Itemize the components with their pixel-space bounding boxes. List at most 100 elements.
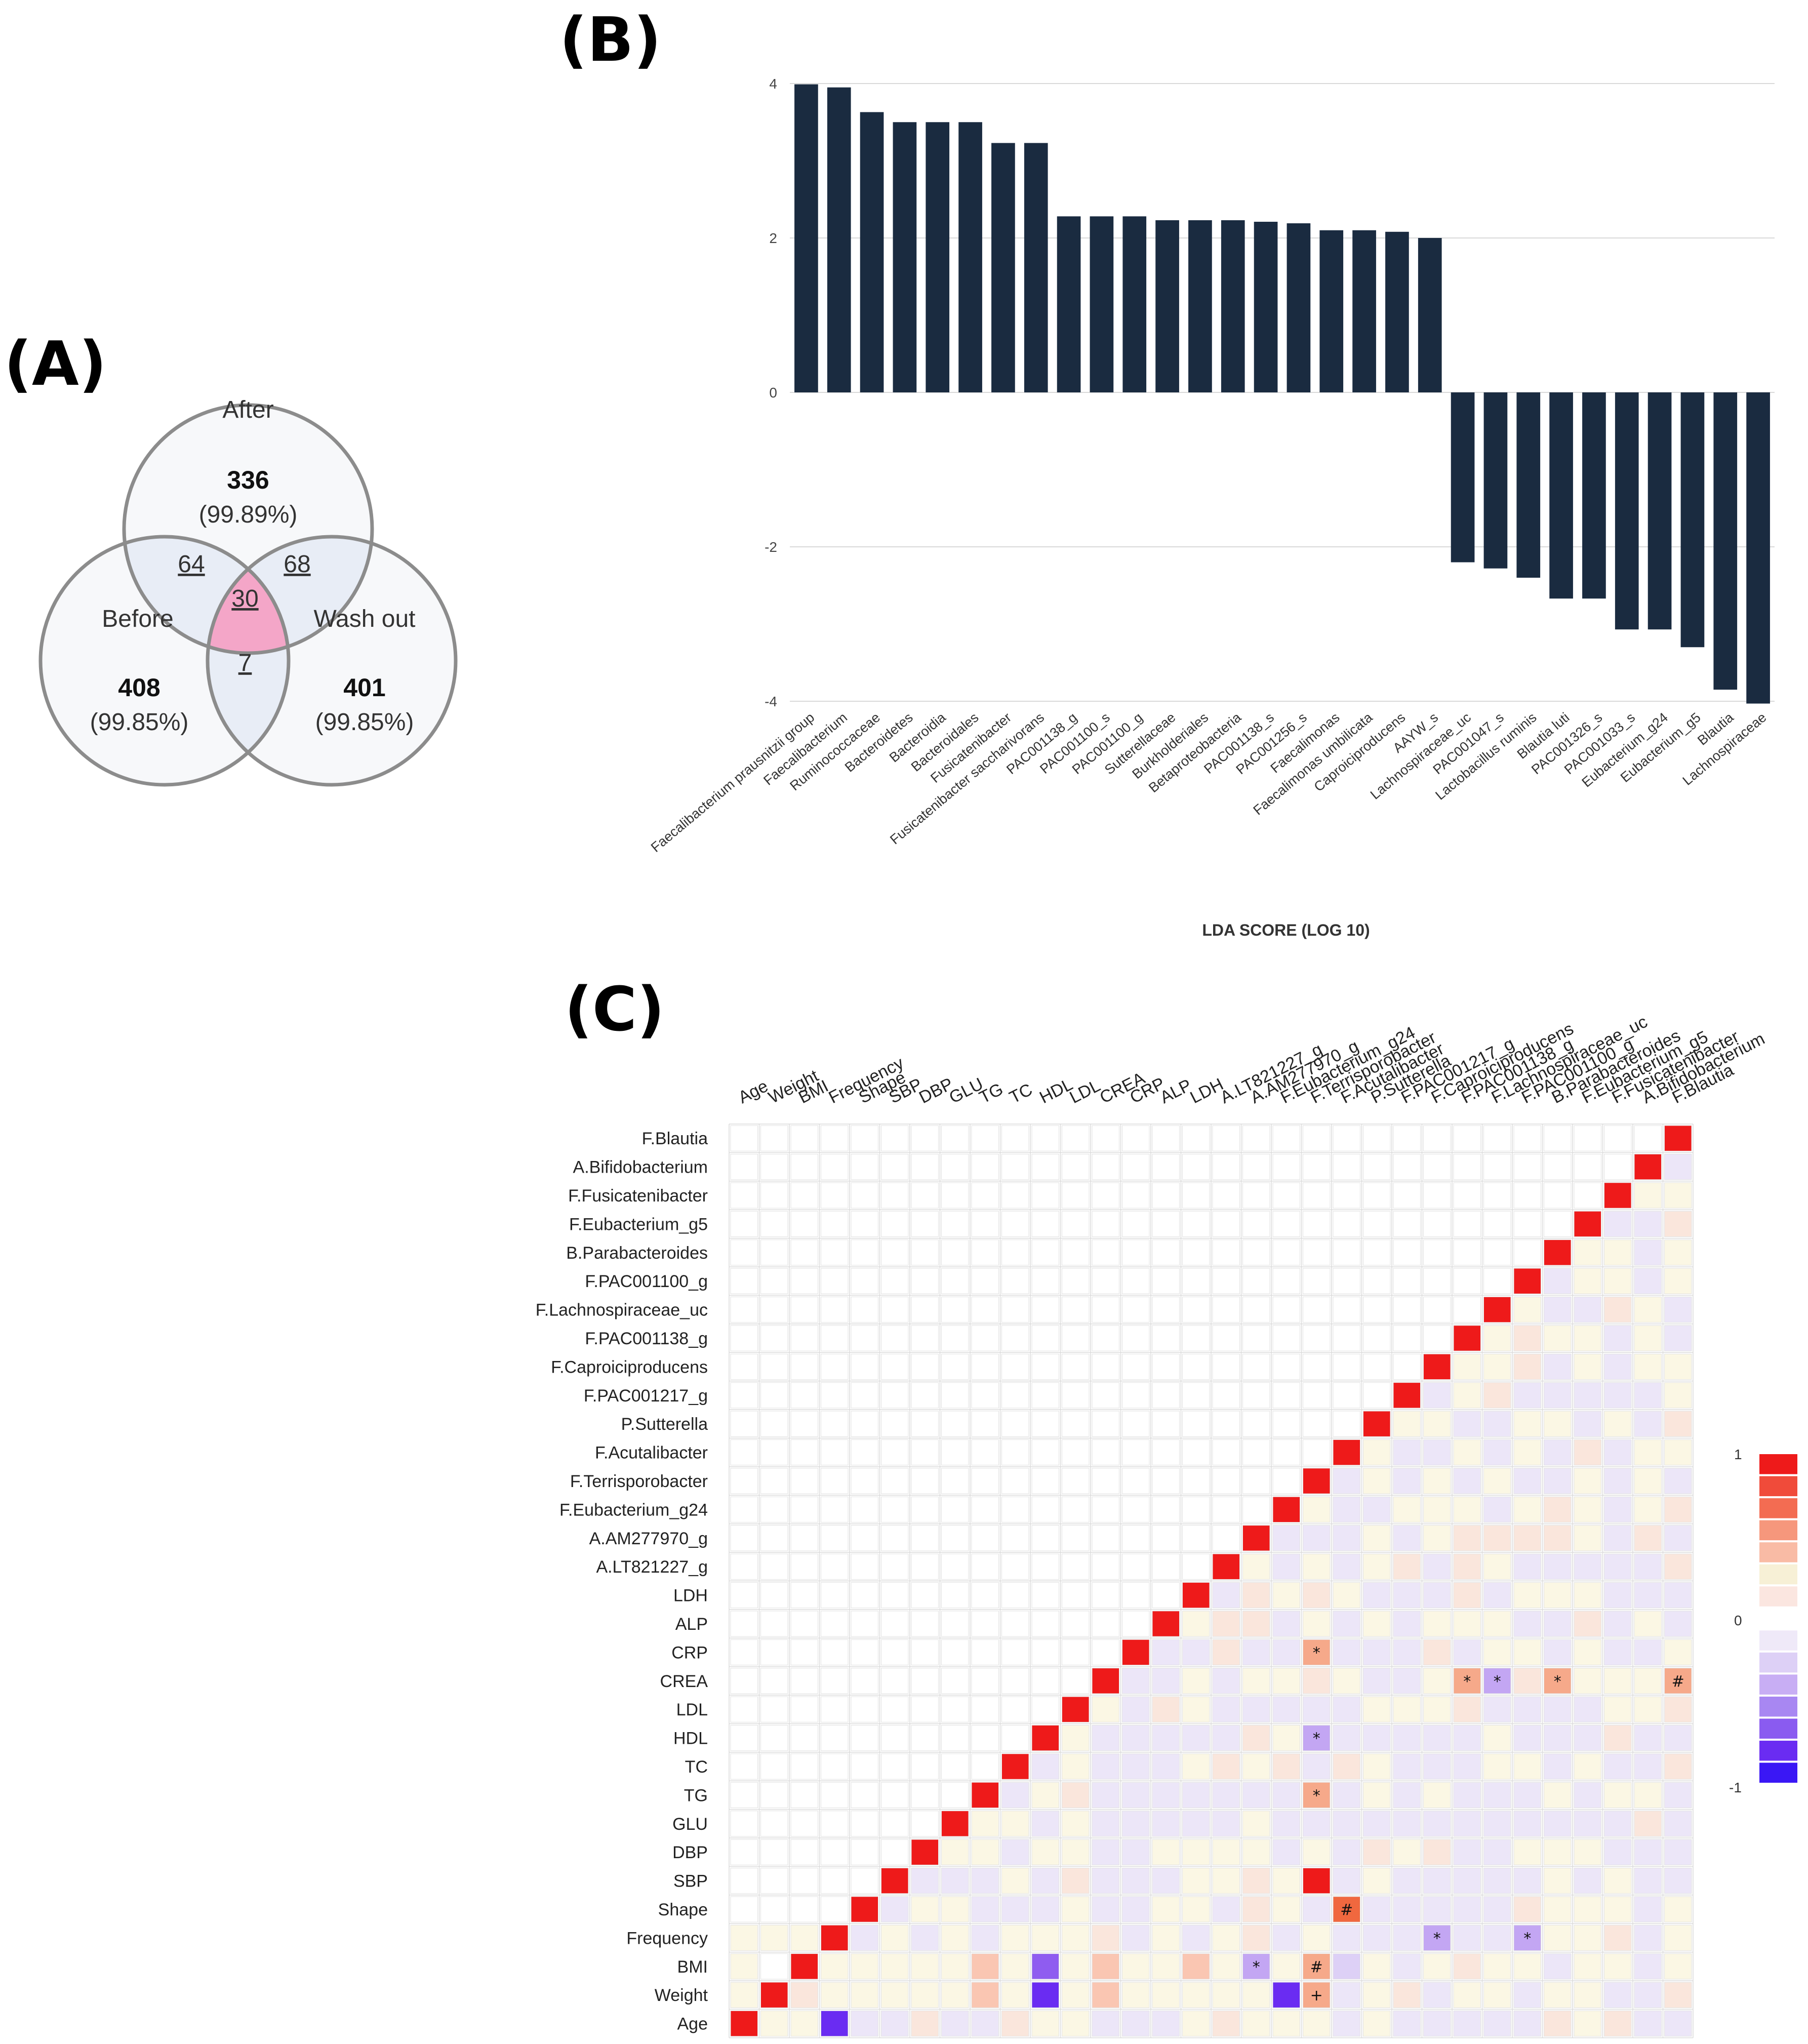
heatmap-cell (1062, 1268, 1090, 1294)
heatmap-cell (971, 1325, 999, 1351)
heatmap-cell (1001, 1239, 1029, 1266)
bar (1319, 230, 1344, 392)
heatmap-cell (1212, 2010, 1240, 2037)
heatmap-cell (1212, 1411, 1240, 1437)
heatmap-cell (851, 1782, 878, 1809)
heatmap-row-label: Age (677, 2015, 708, 2034)
heatmap-cell (1483, 1439, 1511, 1466)
venn-label-before: Before (102, 606, 173, 632)
heatmap-cell (730, 1925, 758, 1951)
heatmap-cell (1152, 1325, 1180, 1351)
heatmap-cell (851, 1925, 878, 1951)
heatmap-cell (1212, 1182, 1240, 1209)
heatmap-cell (1664, 1525, 1692, 1551)
heatmap-cell (1604, 1839, 1632, 1865)
bar (1549, 392, 1573, 599)
heatmap-cell (1544, 1268, 1572, 1294)
heatmap-cell (1423, 1582, 1451, 1609)
heatmap-cell (1574, 1896, 1601, 1922)
heatmap-cell (1634, 1811, 1662, 1837)
heatmap-cell (971, 1867, 999, 1894)
heatmap-cell (1152, 1668, 1180, 1694)
heatmap-cell (1272, 1925, 1300, 1951)
heatmap-cell (881, 1353, 909, 1380)
heatmap-cell (790, 1811, 818, 1837)
heatmap-cell (1272, 1811, 1300, 1837)
heatmap-cell (1303, 1811, 1331, 1837)
heatmap-cell (941, 1182, 969, 1209)
heatmap-cell (730, 1839, 758, 1865)
heatmap-cell (1393, 2010, 1421, 2037)
heatmap-cell (1062, 1211, 1090, 1237)
heatmap-cell (821, 1182, 849, 1209)
heatmap-cell (1604, 1668, 1632, 1694)
heatmap-cell (1604, 1753, 1632, 1780)
heatmap-cell (1001, 2010, 1029, 2037)
venn-pct-before: (99.85%) (90, 709, 189, 736)
heatmap-cell (1513, 1525, 1541, 1551)
heatmap-cell (1272, 1839, 1300, 1865)
heatmap-cell (1062, 1953, 1090, 1980)
heatmap-cell (1092, 1325, 1119, 1351)
heatmap-cell (1092, 1811, 1119, 1837)
heatmap-cell (1152, 1353, 1180, 1380)
heatmap-cell (790, 1582, 818, 1609)
heatmap-cell (1453, 1125, 1481, 1151)
heatmap-cell (1604, 1611, 1632, 1637)
heatmap-cell (1152, 1468, 1180, 1494)
heatmap-cell (941, 1353, 969, 1380)
heatmap-cell (730, 1468, 758, 1494)
heatmap-cell (1122, 1925, 1150, 1951)
heatmap-cell (730, 1553, 758, 1580)
heatmap-cell (1062, 1668, 1090, 1694)
heatmap-cell (1122, 1611, 1150, 1637)
heatmap-cell (1604, 1125, 1632, 1151)
heatmap-cell (881, 1125, 909, 1151)
heatmap-cell (851, 1668, 878, 1694)
heatmap-cell (941, 1696, 969, 1722)
heatmap-cell (1182, 1696, 1210, 1722)
heatmap-cell (821, 1496, 849, 1523)
heatmap-cell (1242, 1468, 1270, 1494)
heatmap-cell (881, 2010, 909, 2037)
heatmap-cell (1333, 1611, 1360, 1637)
heatmap-cell (911, 1182, 939, 1209)
heatmap-cell (1423, 1782, 1451, 1809)
heatmap-cell (1423, 1525, 1451, 1551)
heatmap-cell (971, 1896, 999, 1922)
heatmap-cell (1423, 1811, 1451, 1837)
heatmap-cell (730, 2010, 758, 2037)
venn-label-washout: Wash out (314, 606, 416, 632)
heatmap-cell (1122, 1639, 1150, 1666)
heatmap-cell (1363, 1896, 1391, 1922)
heatmap-cell (1664, 1582, 1692, 1609)
heatmap-cell (1272, 1668, 1300, 1694)
heatmap-cell (881, 1982, 909, 2008)
heatmap-cell (760, 1953, 788, 1980)
heatmap-cell (730, 1811, 758, 1837)
heatmap-cell (1604, 1782, 1632, 1809)
heatmap-cell (1242, 1182, 1270, 1209)
heatmap-cell (851, 1153, 878, 1180)
heatmap-cell (1634, 1725, 1662, 1751)
heatmap-cell (941, 1439, 969, 1466)
heatmap-cell (1122, 1839, 1150, 1865)
heatmap-cell (851, 1353, 878, 1380)
heatmap-cell (760, 1125, 788, 1151)
heatmap-cell (1544, 1553, 1572, 1580)
heatmap-cell (1242, 1811, 1270, 1837)
heatmap-cell (1272, 1982, 1300, 2008)
heatmap-cell (1604, 1982, 1632, 2008)
heatmap-row-label: F.Eubacterium_g5 (569, 1215, 708, 1234)
heatmap-cell (971, 1439, 999, 1466)
heatmap-cell (1513, 1896, 1541, 1922)
heatmap-cell (1363, 1353, 1391, 1380)
heatmap-cell (1634, 1353, 1662, 1380)
heatmap-cell (911, 1525, 939, 1551)
heatmap-cell (1122, 1725, 1150, 1751)
heatmap-cell (821, 1782, 849, 1809)
heatmap-cell (971, 1725, 999, 1751)
heatmap-cell (1513, 1468, 1541, 1494)
venn-region-center (208, 537, 289, 653)
heatmap-cell (1574, 1411, 1601, 1437)
